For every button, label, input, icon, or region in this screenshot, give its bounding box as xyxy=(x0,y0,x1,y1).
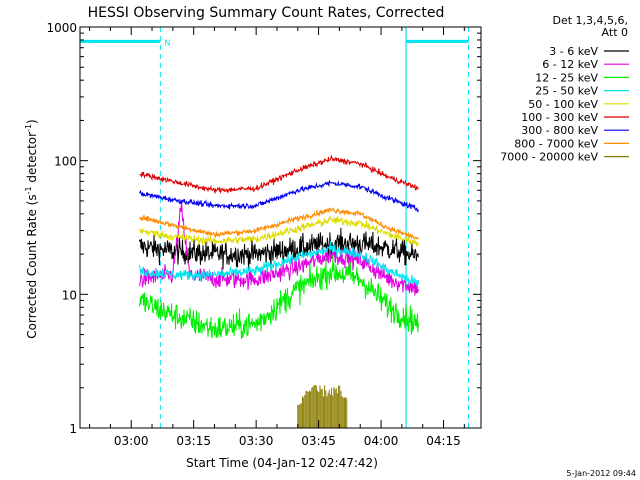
legend-entry-label: 300 - 800 keV xyxy=(521,124,598,137)
x-axis-label: Start Time (04-Jan-12 02:47:42) xyxy=(186,456,378,470)
axes: 1 10 100 1000 03:00 03:15 03:30 03:45 04:00 04:15 xyxy=(46,21,482,448)
legend-header-line-2: Att 0 xyxy=(602,26,628,39)
legend-entry-label: 100 - 300 keV xyxy=(521,111,598,124)
series-line-50-100kev xyxy=(139,215,419,247)
y-tick-label: 100 xyxy=(54,155,77,169)
series-line-300-800kev xyxy=(139,179,419,213)
y-axis-label-mid: detector xyxy=(25,132,39,187)
x-tick-label: 04:00 xyxy=(364,434,399,448)
legend-entry-label: 12 - 25 keV xyxy=(535,71,598,84)
x-tick-label: 03:45 xyxy=(301,434,336,448)
x-tick-label: 03:00 xyxy=(114,434,149,448)
night-marker-label: N xyxy=(164,38,170,47)
series-line-25-50kev xyxy=(139,241,419,286)
y-axis-label-main: Corrected Count Rate (s xyxy=(25,194,39,338)
y-axis-label-end: ) xyxy=(25,119,39,124)
legend-entry-label: 3 - 6 keV xyxy=(549,45,598,58)
series-line-12-25kev xyxy=(139,254,419,339)
legend-entry-label: 6 - 12 keV xyxy=(542,58,598,71)
y-axis-label-sup1: -1 xyxy=(24,186,33,194)
legend-entry-label: 7000 - 20000 keV xyxy=(500,151,598,164)
series-line-800-7000kev xyxy=(139,207,419,240)
series-line-100-300kev xyxy=(139,154,419,194)
plot-area: N xyxy=(80,27,470,428)
y-tick-label: 1 xyxy=(69,422,77,436)
x-tick-label: 04:15 xyxy=(426,434,461,448)
y-axis-label-sup2: -1 xyxy=(24,124,33,132)
x-tick-label: 03:15 xyxy=(176,434,211,448)
legend-entry-label: 25 - 50 keV xyxy=(535,85,598,98)
svg-text:Corrected Count Rate (s-1 dete: Corrected Count Rate (s-1 detector-1) xyxy=(24,119,39,338)
chart-title: HESSI Observing Summary Count Rates, Cor… xyxy=(88,5,445,21)
y-axis-label: Corrected Count Rate (s-1 detector-1) xyxy=(24,119,39,338)
legend-entry-label: 50 - 100 keV xyxy=(528,98,598,111)
timestamp: 5-Jan-2012 09:44 xyxy=(566,469,636,478)
y-tick-label: 1000 xyxy=(46,21,77,35)
plot-frame xyxy=(79,26,482,429)
y-tick-label: 10 xyxy=(62,288,77,302)
legend-header-line-1: Det 1,3,4,5,6, xyxy=(552,14,628,27)
x-tick-label: 03:30 xyxy=(239,434,274,448)
legend-entry-label: 800 - 7000 keV xyxy=(514,137,598,150)
